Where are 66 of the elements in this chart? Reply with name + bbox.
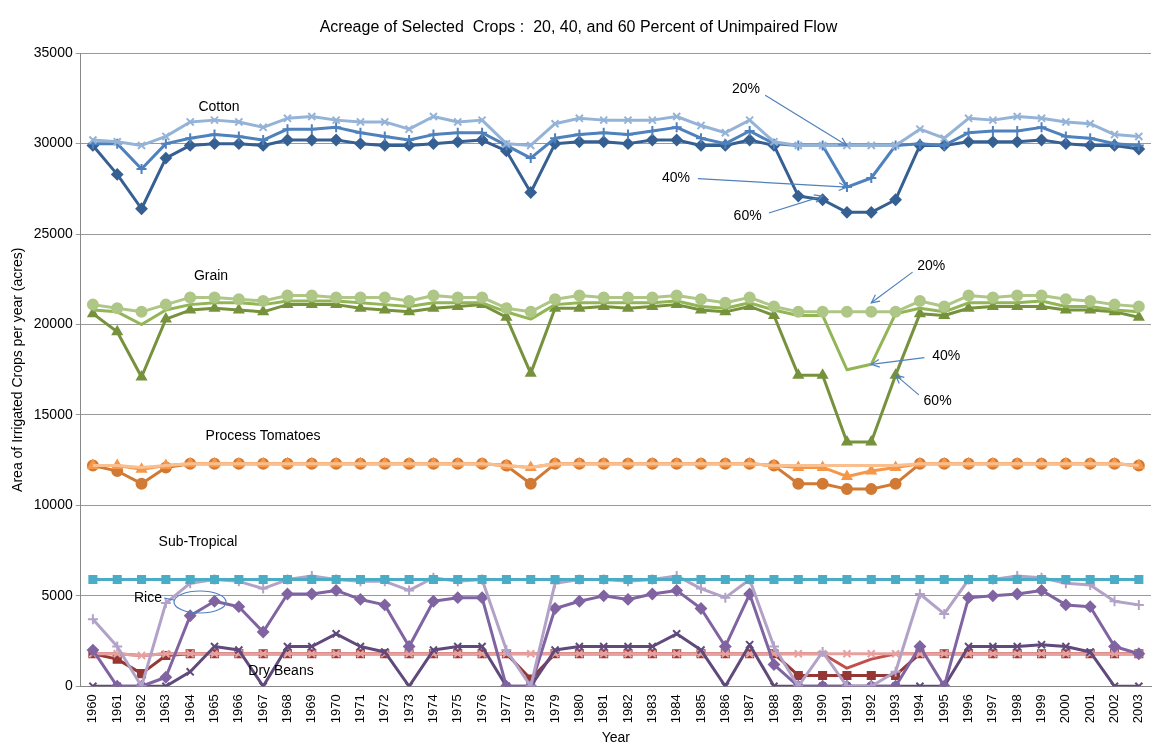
x-tick-label: 1966 bbox=[230, 694, 246, 724]
x-tick-label: 1964 bbox=[181, 694, 197, 724]
x-tick-label: 1991 bbox=[838, 694, 854, 724]
x-tick-label: 1979 bbox=[546, 694, 562, 724]
annotation: Cotton bbox=[198, 97, 240, 114]
x-tick-label: 1969 bbox=[303, 694, 319, 724]
x-tick-label: 1986 bbox=[716, 694, 732, 724]
x-tick-label: 1994 bbox=[911, 694, 927, 724]
annotation: 20% bbox=[731, 80, 760, 97]
x-tick-label: 2002 bbox=[1106, 694, 1122, 724]
x-tick-label: 1971 bbox=[352, 694, 368, 724]
x-tick-label: 1961 bbox=[108, 694, 124, 724]
annotation: Grain bbox=[193, 266, 229, 283]
annotation: 20% bbox=[917, 256, 946, 273]
y-tick-label: 5000 bbox=[41, 586, 73, 603]
x-tick-label: 1960 bbox=[84, 694, 100, 724]
x-tick-label: 1998 bbox=[1008, 694, 1024, 724]
y-tick-label: 0 bbox=[64, 677, 73, 694]
annotation: 40% bbox=[932, 347, 961, 364]
x-tick-label: 1965 bbox=[206, 694, 222, 724]
x-tick-label: 1999 bbox=[1033, 694, 1049, 724]
x-tick-label: 1989 bbox=[789, 694, 805, 724]
x-tick-label: 1972 bbox=[376, 694, 392, 724]
x-tick-label: 1973 bbox=[400, 694, 416, 724]
x-axis-title: Year bbox=[601, 729, 631, 746]
x-tick-label: 1976 bbox=[473, 694, 489, 724]
x-tick-label: 1975 bbox=[449, 694, 465, 724]
chart-title: Acreage of Selected Crops : 20, 40, and 60 Percent of Unimpaired Flow bbox=[319, 18, 838, 36]
annotation: 60% bbox=[923, 392, 952, 409]
x-tick-label: 1985 bbox=[692, 694, 708, 724]
x-tick-label: 1980 bbox=[570, 694, 586, 724]
annotation: Process Tomatoes bbox=[205, 426, 321, 443]
x-tick-label: 1993 bbox=[887, 694, 903, 724]
x-tick-label: 2001 bbox=[1081, 694, 1097, 724]
x-tick-label: 1967 bbox=[254, 694, 270, 724]
y-tick-label: 10000 bbox=[33, 496, 73, 513]
x-tick-label: 1963 bbox=[157, 694, 173, 724]
x-tick-label: 1984 bbox=[668, 694, 684, 724]
x-tick-label: 2003 bbox=[1130, 694, 1146, 724]
annotation: 60% bbox=[733, 206, 762, 223]
x-tick-label: 1992 bbox=[862, 694, 878, 724]
annotation: Rice bbox=[133, 588, 163, 605]
y-tick-label: 25000 bbox=[33, 224, 73, 241]
x-tick-label: 1997 bbox=[984, 694, 1000, 724]
y-tick-label: 30000 bbox=[33, 134, 73, 151]
x-tick-label: 1981 bbox=[595, 694, 611, 724]
y-tick-label: 20000 bbox=[33, 315, 73, 332]
y-axis-title: Area of Irrigated Crops per year (acres) bbox=[9, 247, 26, 492]
x-tick-label: 2000 bbox=[1057, 694, 1073, 724]
x-tick-label: 1978 bbox=[522, 694, 538, 724]
y-tick-label: 35000 bbox=[33, 44, 73, 61]
x-tick-label: 1982 bbox=[619, 694, 635, 724]
x-tick-label: 1995 bbox=[935, 694, 951, 724]
annotation: 40% bbox=[661, 168, 690, 185]
x-tick-label: 1977 bbox=[497, 694, 513, 724]
x-tick-label: 1990 bbox=[814, 694, 830, 724]
annotation: Sub-Tropical bbox=[158, 532, 238, 549]
y-tick-label: 15000 bbox=[33, 405, 73, 422]
x-tick-label: 1968 bbox=[279, 694, 295, 724]
x-tick-label: 1988 bbox=[765, 694, 781, 724]
x-tick-label: 1962 bbox=[133, 694, 149, 724]
x-tick-label: 1974 bbox=[425, 694, 441, 724]
x-tick-label: 1970 bbox=[327, 694, 343, 724]
x-tick-label: 1996 bbox=[960, 694, 976, 724]
x-tick-label: 1983 bbox=[643, 694, 659, 724]
x-tick-label: 1987 bbox=[741, 694, 757, 724]
